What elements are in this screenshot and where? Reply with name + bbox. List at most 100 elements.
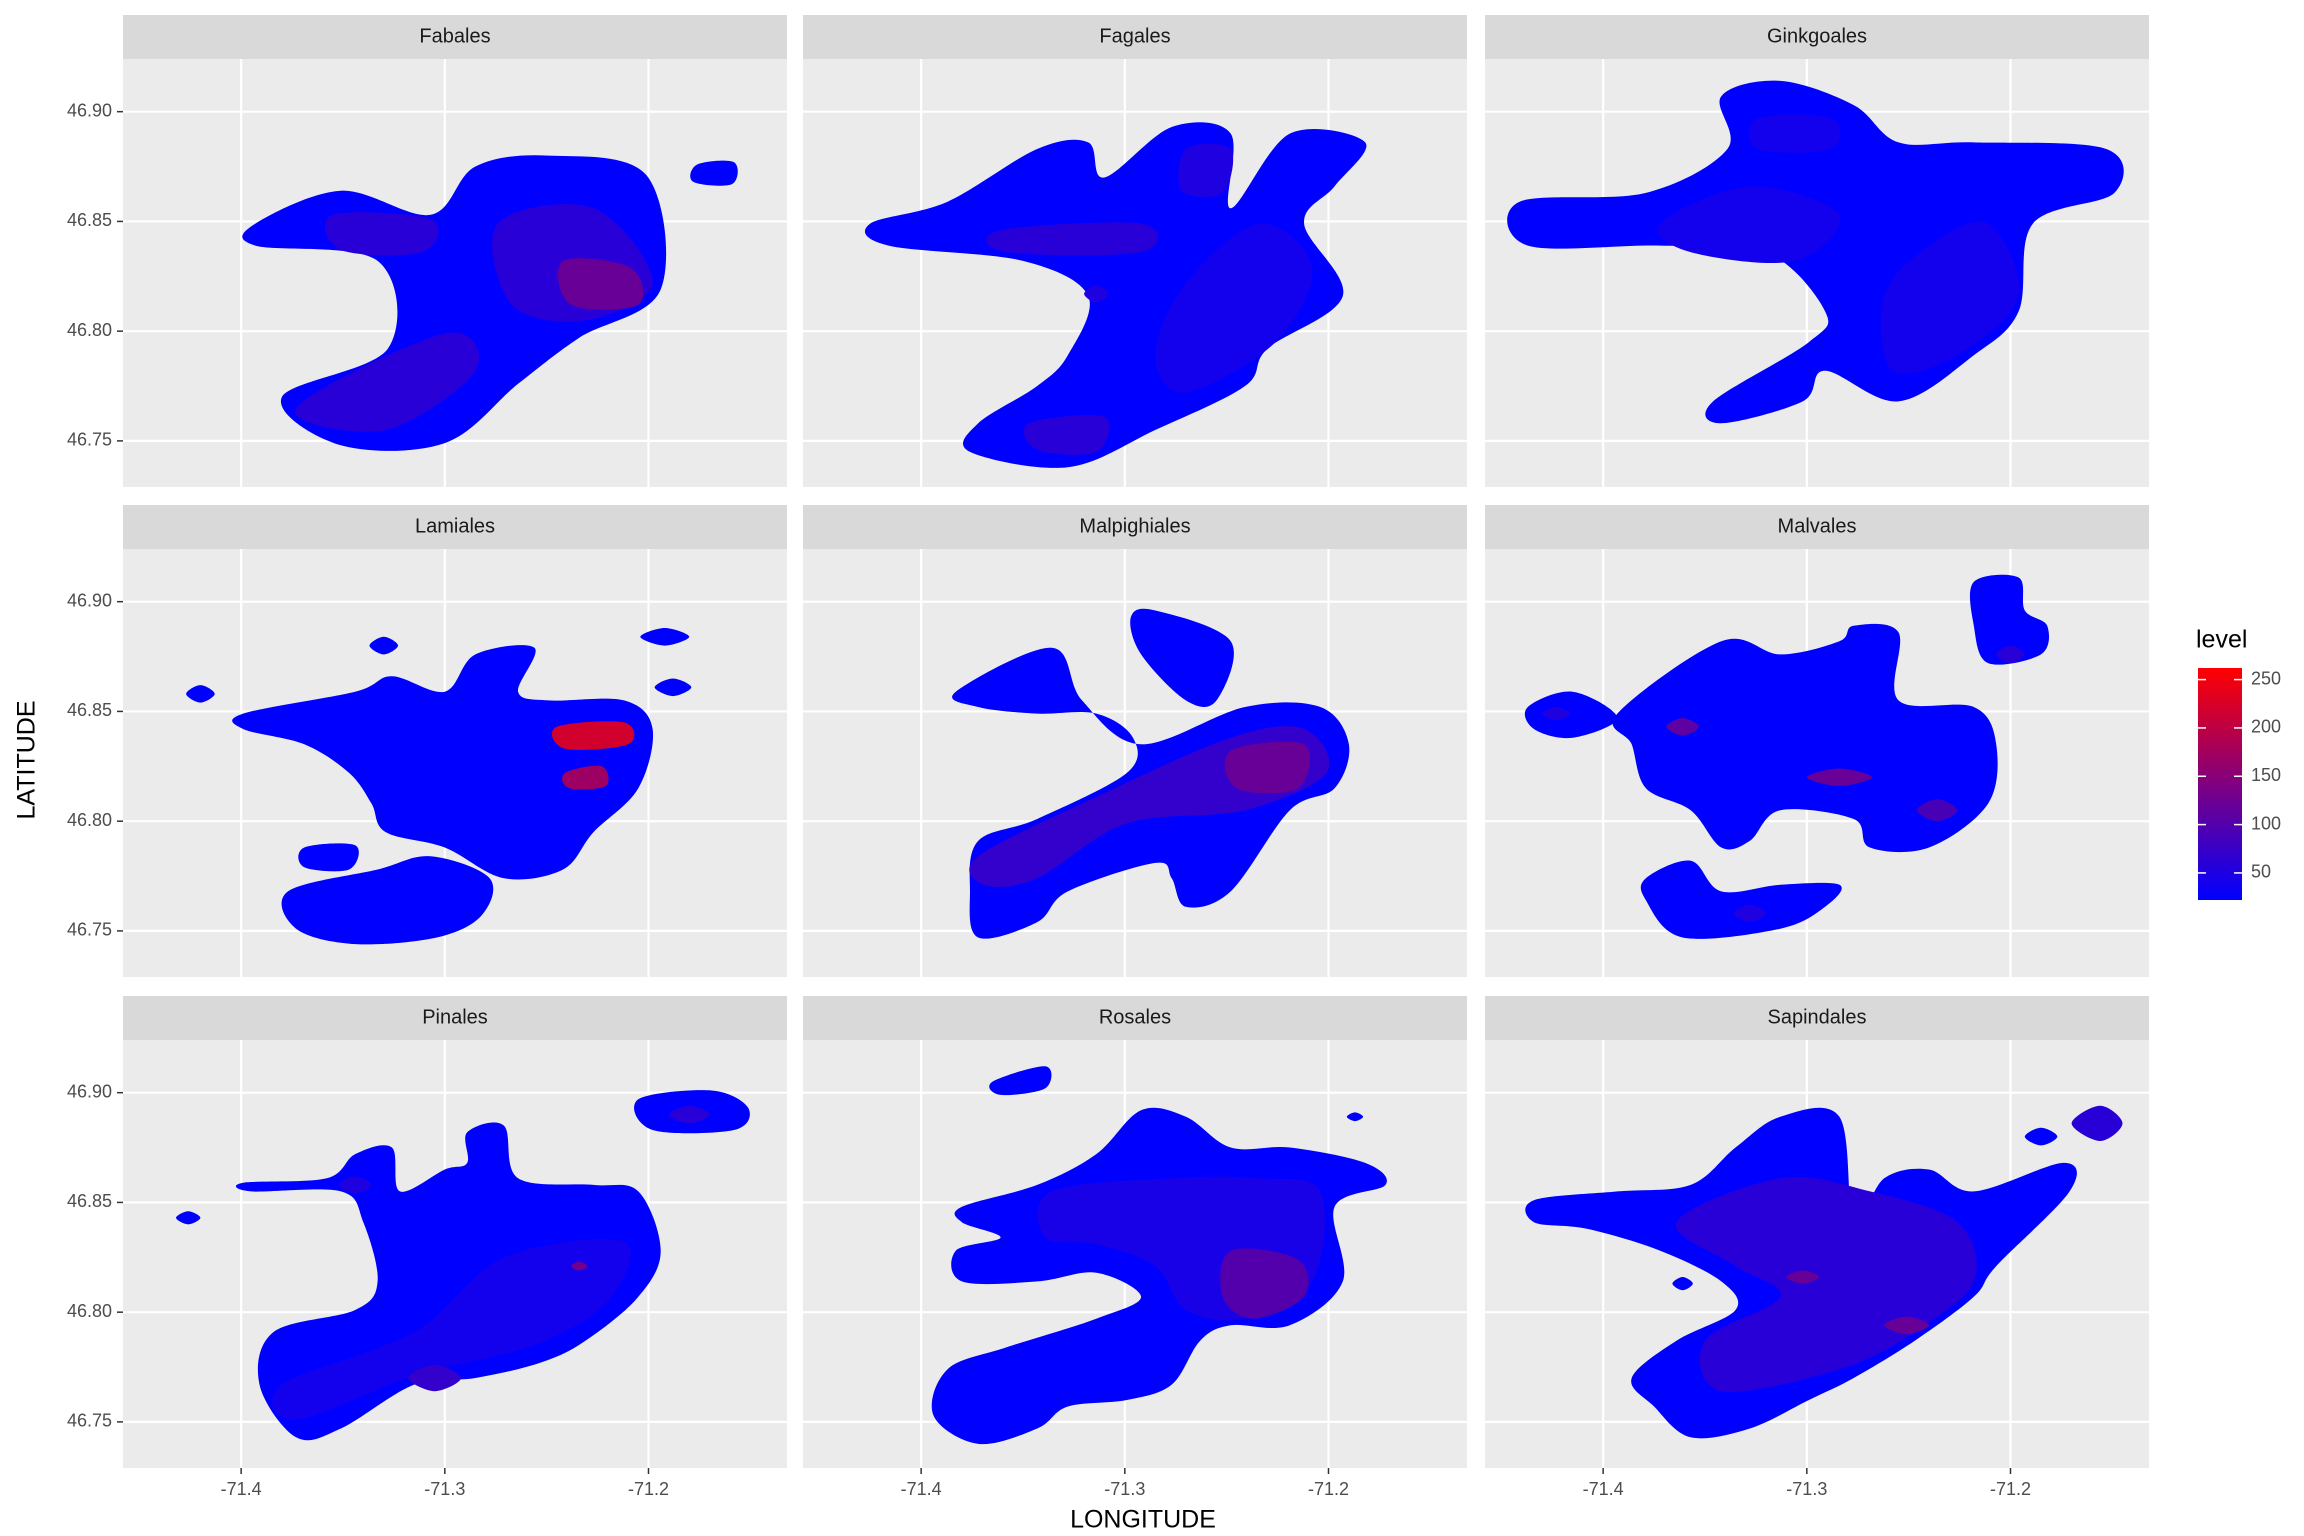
y-tick-label: 46.80 (67, 320, 112, 340)
y-tick-label: 46.75 (67, 430, 112, 450)
panel-contours (1524, 574, 2050, 939)
strip (1485, 996, 2149, 1040)
strip (1485, 505, 2149, 549)
density-contour (271, 1239, 632, 1420)
strip-title: Malpighiales (1079, 515, 1190, 537)
density-contour (281, 856, 494, 945)
panel-contours (1525, 1105, 2123, 1439)
colorbar-tick-label: 250 (2251, 668, 2281, 688)
density-contour (551, 721, 635, 750)
colorbar-tick-label: 100 (2251, 813, 2281, 833)
x-tick-label: -71.2 (628, 1479, 669, 1499)
x-axis-title: LONGITUDE (1070, 1506, 1216, 1534)
strip (123, 505, 787, 549)
panel-contours (931, 1066, 1387, 1445)
x-tick-label: -71.2 (1308, 1479, 1349, 1499)
strip-title: Sapindales (1768, 1006, 1867, 1028)
y-tick-label: 46.75 (67, 1411, 112, 1431)
y-tick-label: 46.90 (67, 100, 112, 120)
density-contour (1672, 1277, 1693, 1291)
x-tick-label: -71.4 (1583, 1479, 1624, 1499)
colorbar-tick-label: 150 (2251, 765, 2281, 785)
y-tick-label: 46.80 (67, 1301, 112, 1321)
colorbar-tick-label: 200 (2251, 717, 2281, 737)
density-contour (986, 222, 1159, 256)
density-contour (1675, 1176, 1977, 1393)
density-contour (295, 332, 479, 432)
density-contour (338, 1176, 372, 1194)
density-contour (1657, 186, 1841, 264)
density-contour (2071, 1105, 2123, 1141)
density-contour (654, 678, 692, 697)
panel-contours (242, 155, 738, 451)
y-tick-label: 46.90 (67, 590, 112, 610)
density-contour (1084, 285, 1109, 303)
density-contour (668, 1105, 710, 1124)
strip-title: Fabales (419, 25, 490, 47)
density-contour (1786, 1270, 1819, 1284)
x-tick-label: -71.3 (424, 1479, 465, 1499)
density-contour (1612, 623, 1998, 853)
density-contour (1733, 904, 1767, 923)
colorbar-tick-label: 50 (2251, 862, 2271, 882)
density-contour (1220, 1248, 1309, 1319)
density-contour (1969, 574, 2050, 665)
strip-title: Malvales (1778, 515, 1857, 537)
density-contour (2024, 1127, 2058, 1146)
x-tick-label: -71.4 (221, 1479, 262, 1499)
legend-title: level (2196, 626, 2247, 654)
panel-contours (1507, 80, 2124, 424)
density-contour (989, 1066, 1052, 1096)
strip (1485, 15, 2149, 59)
density-contour (1916, 799, 1958, 822)
strip-title: Ginkgoales (1767, 25, 1867, 47)
x-tick-label: -71.2 (1990, 1479, 2031, 1499)
density-contour (1130, 608, 1234, 708)
density-contour (369, 636, 398, 655)
density-contour (864, 122, 1367, 468)
density-contour (1224, 741, 1311, 794)
colorbar (2198, 668, 2242, 900)
density-contour (690, 160, 738, 186)
density-contour (1770, 1127, 1795, 1146)
density-contour (1178, 143, 1234, 198)
y-tick-label: 46.85 (67, 1191, 112, 1211)
y-tick-label: 46.90 (67, 1081, 112, 1101)
strip (803, 996, 1467, 1040)
density-contour (571, 1261, 588, 1271)
density-contour (1023, 415, 1110, 455)
panel-contours (176, 1090, 750, 1441)
density-contour (640, 628, 690, 646)
x-tick-label: -71.3 (1786, 1479, 1827, 1499)
panel-contours (864, 122, 1367, 468)
density-contour (324, 212, 439, 256)
strip-title: Rosales (1099, 1006, 1171, 1028)
density-contour (186, 685, 215, 703)
density-contour (1524, 691, 1618, 739)
density-contour (1666, 718, 1699, 736)
density-contour (1880, 221, 2020, 375)
density-contour (1346, 1112, 1364, 1122)
strip (803, 15, 1467, 59)
density-contour (562, 765, 609, 790)
y-tick-label: 46.85 (67, 210, 112, 230)
density-contour (557, 258, 644, 310)
strip-title: Pinales (422, 1006, 488, 1028)
x-tick-label: -71.3 (1104, 1479, 1145, 1499)
strip (123, 15, 787, 59)
density-contour (232, 645, 654, 880)
density-contour (1996, 645, 2025, 664)
density-contour (408, 1364, 462, 1392)
density-contour (298, 843, 359, 872)
y-tick-label: 46.85 (67, 700, 112, 720)
strip (803, 505, 1467, 549)
panel-contours (952, 608, 1350, 939)
density-contour (1155, 223, 1313, 393)
density-contour (1884, 1316, 1929, 1335)
strip (123, 996, 787, 1040)
panel-contours (186, 628, 692, 945)
density-contour (1542, 707, 1571, 721)
y-tick-label: 46.75 (67, 920, 112, 940)
